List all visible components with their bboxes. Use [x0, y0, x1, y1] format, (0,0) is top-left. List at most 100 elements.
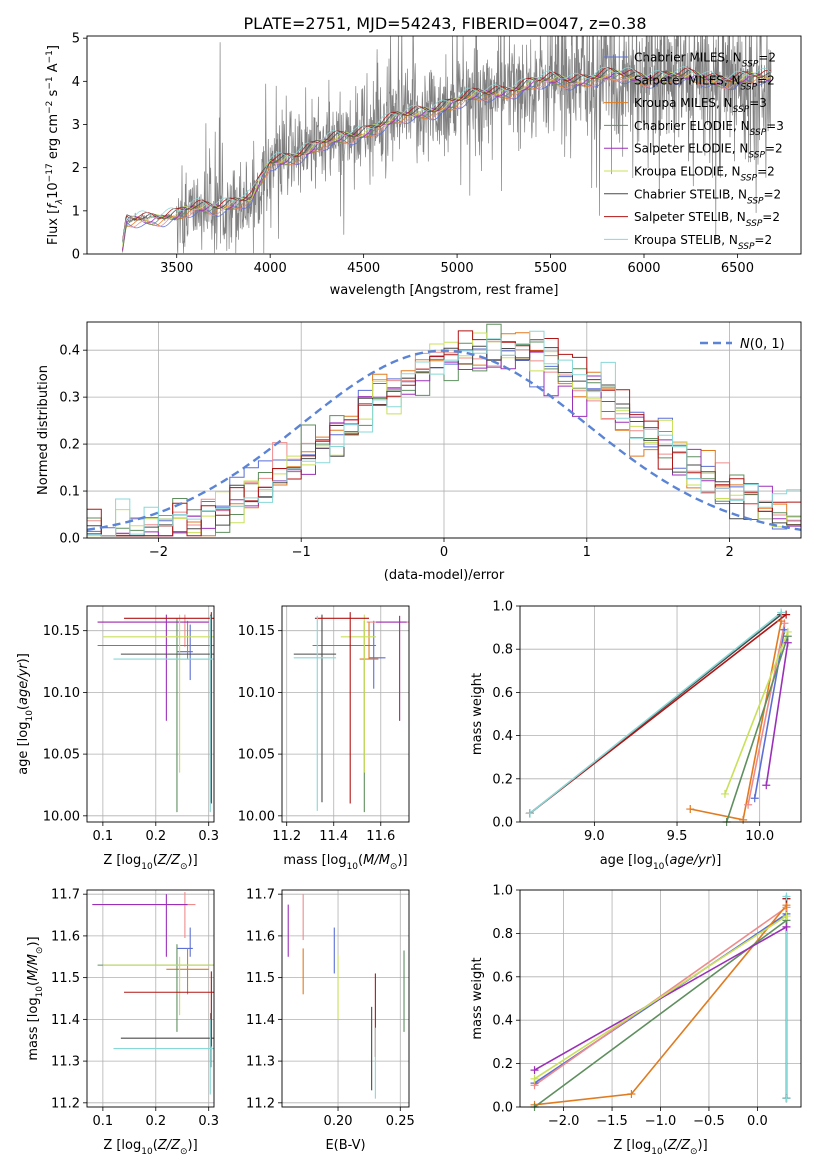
weight-marker — [777, 608, 786, 617]
y-tick-label: 5 — [72, 32, 80, 47]
y-tick-label: 4 — [72, 75, 80, 90]
x-tick-label: 0 — [440, 545, 448, 560]
y-tick-label: 10.10 — [43, 686, 80, 701]
weight-marker — [782, 892, 791, 901]
y-tick-label: 3 — [72, 118, 80, 133]
y-tick-label: 11.6 — [51, 929, 80, 944]
x-tick-label: 0.0 — [747, 1114, 768, 1129]
panel-spectrum: 3500 4000 4500 5000 5500 6000 6500 0 1 2 3 4 5 Chabri… — [45, 32, 802, 298]
x-tick-label: 0.1 — [93, 829, 114, 844]
x-tick-label: 10.0 — [745, 829, 774, 844]
legend-label: Chabrier ELODIE, NSSP=3 — [634, 119, 784, 138]
weight-marker — [627, 1089, 636, 1098]
plot-area — [122, 36, 772, 254]
y-tick-label: 0.6 — [492, 970, 513, 985]
legend-label: Kroupa ELODIE, NSSP=2 — [634, 165, 775, 184]
y-tick-label: 10.00 — [238, 809, 275, 824]
weight-marker — [782, 922, 791, 931]
y-tick-label: 0.2 — [492, 772, 513, 787]
x-tick-label: 5500 — [534, 261, 567, 276]
y-tick-label: 11.7 — [246, 888, 275, 903]
y-tick-label: 0.0 — [492, 1101, 513, 1116]
x-tick-label: −2 — [149, 545, 168, 560]
residual-histogram — [87, 339, 801, 537]
y-tick-label: 0.2 — [59, 438, 80, 453]
y-tick-label: 0 — [72, 248, 80, 263]
weight-marker — [525, 809, 534, 818]
axes-frame — [86, 605, 215, 823]
weight-line — [529, 611, 782, 815]
weight-line — [753, 629, 786, 799]
y-tick-label: 10.00 — [43, 809, 80, 824]
x-tick-label: 1 — [583, 545, 591, 560]
y-tick-label: 11.2 — [246, 1096, 275, 1111]
axes-frame — [519, 605, 802, 823]
x-tick-label: 4000 — [254, 261, 287, 276]
model-spectrum-line — [122, 67, 771, 241]
y-tick-label: 10.05 — [238, 748, 275, 763]
x-tick-label: 0.3 — [198, 1114, 219, 1129]
weight-marker — [783, 627, 792, 636]
y-tick-label: 10.05 — [43, 748, 80, 763]
x-axis-label: age [log10(age/yr)] — [600, 853, 722, 872]
panel-age_vs_mass: 11.2 11.4 11.6 10.00 10.05 10.10 10.15 mass [lo… — [238, 605, 410, 872]
panel-mass_vs_EBV: 0.20 0.25 11.2 11.3 11.4 11.5 11.6 11.7 E(B-V) — [246, 888, 415, 1153]
axes-frame — [86, 321, 802, 539]
y-tick-label: 1 — [72, 204, 80, 219]
model-spectrum-line — [122, 66, 771, 243]
y-tick-label: 11.2 — [51, 1096, 80, 1111]
weight-line — [534, 906, 787, 1086]
x-tick-label: 6500 — [721, 261, 754, 276]
x-tick-label: 11.2 — [272, 829, 301, 844]
weight-marker — [739, 815, 748, 824]
y-tick-label: 0.0 — [59, 532, 80, 547]
y-tick-label: 0.8 — [492, 643, 513, 658]
legend-label: Chabrier STELIB, NSSP=2 — [634, 187, 781, 206]
weight-marker — [782, 912, 791, 921]
y-tick-label: 11.3 — [51, 1055, 80, 1070]
y-tick-label: 11.5 — [246, 971, 275, 986]
y-axis-label: Normed distribution — [36, 365, 51, 495]
x-tick-label: 3500 — [160, 261, 193, 276]
panel-residuals: −2 −1 0 1 2 0.0 0.1 0.2 0.3 0.4 N(0, 1) (data-model… — [36, 321, 802, 583]
panel-weight_vs_Z: −2.0 −1.5 −1.0 −0.5 0.0 0.0 0.2 0.4 0.6 0.8 1.0 Z [… — [470, 884, 802, 1157]
x-tick-label: −2.0 — [548, 1114, 580, 1129]
plot-area — [293, 612, 409, 813]
axes-frame — [86, 889, 215, 1108]
axes-frame — [281, 605, 410, 823]
x-tick-label: 4500 — [347, 261, 380, 276]
x-axis-label: E(B-V) — [325, 1138, 365, 1153]
y-tick-label: 11.7 — [51, 888, 80, 903]
plot-area — [287, 894, 405, 1099]
y-tick-label: 2 — [72, 161, 80, 176]
legend-label: Salpeter STELIB, NSSP=2 — [634, 210, 780, 229]
x-tick-label: 6000 — [627, 261, 660, 276]
y-tick-label: 1.0 — [492, 884, 513, 899]
legend-label: Chabrier MILES, NSSP=2 — [634, 51, 776, 70]
y-axis-label: age [log10(age/yr)] — [16, 653, 35, 775]
x-axis-label: Z [log10(Z/Z⊙)] — [103, 1138, 197, 1157]
weight-line — [724, 631, 789, 795]
x-tick-label: 2 — [725, 545, 733, 560]
figure-title: PLATE=2751, MJD=54243, FIBERID=0047, z=0… — [243, 14, 646, 33]
y-tick-label: 0.0 — [492, 816, 513, 831]
x-tick-label: −1 — [292, 545, 311, 560]
model-spectrum-line — [122, 72, 771, 253]
weight-marker — [750, 794, 759, 803]
x-tick-label: 0.1 — [93, 1114, 114, 1129]
axes-frame — [281, 889, 410, 1108]
y-tick-label: 0.2 — [492, 1057, 513, 1072]
weight-line — [725, 635, 789, 822]
legend-label: Salpeter MILES, NSSP=2 — [634, 73, 775, 92]
model-spectrum-line — [122, 69, 771, 247]
plot-area — [534, 896, 788, 1107]
y-tick-label: 11.6 — [246, 929, 275, 944]
x-axis-label: Z [log10(Z/Z⊙)] — [103, 853, 197, 872]
y-tick-label: 0.8 — [492, 927, 513, 942]
y-axis-label: Flux [fλ10−17 erg cm−2 s−1 A−1] — [45, 45, 65, 245]
model-spectrum-line — [122, 70, 771, 251]
model-spectrum-line — [122, 75, 771, 250]
x-tick-label: −1.0 — [645, 1114, 677, 1129]
weight-marker — [782, 1094, 791, 1103]
